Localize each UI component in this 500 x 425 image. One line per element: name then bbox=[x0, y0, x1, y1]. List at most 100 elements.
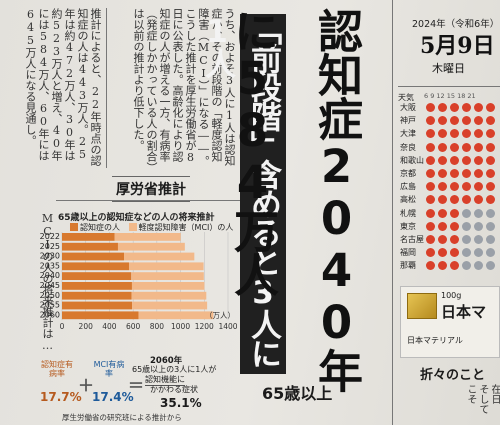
sun-icon bbox=[486, 169, 495, 178]
cloud-icon bbox=[486, 221, 495, 231]
sun-icon bbox=[450, 235, 459, 244]
weather-city: 和歌山 bbox=[400, 155, 424, 165]
x-unit-label: （万人） bbox=[205, 311, 235, 320]
weather-city: 名古屋 bbox=[400, 235, 424, 244]
cloud-icon bbox=[462, 235, 471, 244]
weather-city: 広島 bbox=[400, 182, 416, 192]
weather-rule bbox=[398, 86, 500, 87]
sun-icon bbox=[426, 221, 435, 231]
sun-icon bbox=[450, 208, 459, 218]
sun-icon bbox=[462, 182, 471, 192]
sun-icon bbox=[438, 129, 447, 139]
sun-icon bbox=[426, 182, 435, 192]
mci-rate-label: MCI有病率 bbox=[93, 360, 125, 378]
result-line-1: 65歳以上の3人に1人が bbox=[132, 365, 217, 374]
category-label: 2040 bbox=[40, 271, 60, 280]
cloud-icon bbox=[474, 208, 483, 218]
legend-swatch-mci bbox=[128, 223, 137, 231]
chart-title: 65歳以上の認知症などの人の将来推計 bbox=[58, 213, 215, 223]
legend-label-dementia: 認知症の人 bbox=[80, 223, 120, 232]
x-tick-label: 800 bbox=[150, 322, 165, 331]
sun-icon bbox=[450, 169, 459, 178]
sun-icon bbox=[438, 261, 447, 271]
sun-icon bbox=[438, 235, 447, 244]
sun-icon bbox=[438, 182, 447, 192]
x-tick-label: 200 bbox=[79, 322, 94, 331]
bar-mci bbox=[132, 301, 208, 310]
weather-city: 那覇 bbox=[400, 261, 416, 271]
category-label: 2060 bbox=[40, 310, 60, 319]
weather-city: 大阪 bbox=[400, 103, 416, 112]
sun-icon bbox=[462, 129, 471, 139]
x-tick-label: 1400 bbox=[218, 322, 237, 331]
article-body-right-col: 推計によると、22年時点の認知症の人は443万人。25年は約472万人、30年は… bbox=[24, 8, 102, 166]
x-tick-label: 1000 bbox=[171, 322, 190, 331]
weather-city: 京都 bbox=[400, 169, 416, 178]
sun-icon bbox=[474, 129, 483, 139]
projection-bar-chart: 0 200 400 600 800 1000 1200 1400 202220252030203… bbox=[40, 232, 238, 331]
weather-city: 大津 bbox=[400, 129, 416, 139]
cloud-icon bbox=[462, 261, 471, 271]
article-subhead: 厚労省推計 bbox=[112, 176, 190, 202]
sun-icon bbox=[426, 248, 435, 258]
x-tick-label: 400 bbox=[102, 322, 117, 331]
category-label: 2030 bbox=[40, 252, 60, 261]
sun-icon bbox=[486, 195, 495, 205]
x-tick-label: 0 bbox=[60, 322, 65, 331]
bar-mci bbox=[128, 262, 204, 271]
cloud-icon bbox=[474, 261, 483, 271]
masthead-date: 5月9日 bbox=[420, 33, 495, 59]
chart-source: 厚生労働省の研究班による推計から bbox=[62, 413, 182, 422]
sun-icon bbox=[474, 103, 483, 112]
weather-city: 奈良 bbox=[400, 142, 416, 152]
sun-icon bbox=[474, 142, 483, 152]
bar-mci bbox=[131, 291, 207, 300]
dementia-rate-value: 17.7% bbox=[40, 390, 82, 404]
bar-dementia bbox=[62, 291, 132, 300]
mci-rate-value: 17.4% bbox=[92, 390, 134, 404]
legend-label-mci: 軽度認知障害（MCI）の人 bbox=[138, 223, 234, 232]
weather-city: 札幌 bbox=[400, 208, 416, 218]
sun-icon bbox=[426, 261, 435, 271]
sun-icon bbox=[474, 169, 483, 178]
ad-footer: 日本マテリアル bbox=[407, 336, 463, 345]
x-tick-label: 600 bbox=[126, 322, 141, 331]
sun-icon bbox=[486, 182, 495, 192]
weather-city: 神戸 bbox=[400, 116, 416, 126]
sun-icon bbox=[438, 195, 447, 205]
category-label: 2055 bbox=[40, 301, 60, 310]
sun-icon bbox=[462, 195, 471, 205]
cloud-icon bbox=[486, 208, 495, 218]
bar-dementia bbox=[62, 233, 115, 241]
bar-mci bbox=[124, 252, 195, 261]
weather-city: 東京 bbox=[400, 221, 416, 231]
gold-bar-icon bbox=[407, 293, 437, 319]
sun-icon bbox=[438, 155, 447, 165]
sun-icon bbox=[426, 116, 435, 126]
masthead-year: 2024年（令和6年） bbox=[412, 19, 500, 30]
headline-sub: 「前段階」含めると3人に1人 bbox=[199, 14, 286, 374]
ad-brand: 日本マ bbox=[441, 303, 487, 321]
sun-icon bbox=[474, 155, 483, 165]
sun-icon bbox=[426, 129, 435, 139]
sun-icon bbox=[450, 221, 459, 231]
sun-icon bbox=[450, 155, 459, 165]
bar-dementia bbox=[62, 272, 132, 280]
sun-icon bbox=[438, 208, 447, 218]
bar-mci bbox=[131, 272, 204, 280]
bar-dementia bbox=[62, 301, 133, 310]
sun-icon bbox=[426, 142, 435, 152]
article-body-lead: うち、およそ3人に1人は認知症か、その前段階の「軽度認知障害（MCI）」になる―… bbox=[132, 8, 236, 168]
weather-hours: 6 9 12 15 18 21 bbox=[424, 92, 476, 100]
sun-icon bbox=[426, 169, 435, 178]
sun-icon bbox=[438, 116, 447, 126]
cloud-icon bbox=[474, 221, 483, 231]
ad-weight: 100g bbox=[441, 291, 462, 300]
sun-icon bbox=[426, 235, 435, 244]
masthead-weekday: 木曜日 bbox=[432, 62, 465, 75]
cloud-icon bbox=[486, 235, 495, 244]
sun-icon bbox=[450, 116, 459, 126]
article-body-lower: MCIの人の将来推計は… bbox=[41, 212, 54, 352]
category-label: 2035 bbox=[40, 261, 60, 270]
sun-icon bbox=[438, 248, 447, 258]
